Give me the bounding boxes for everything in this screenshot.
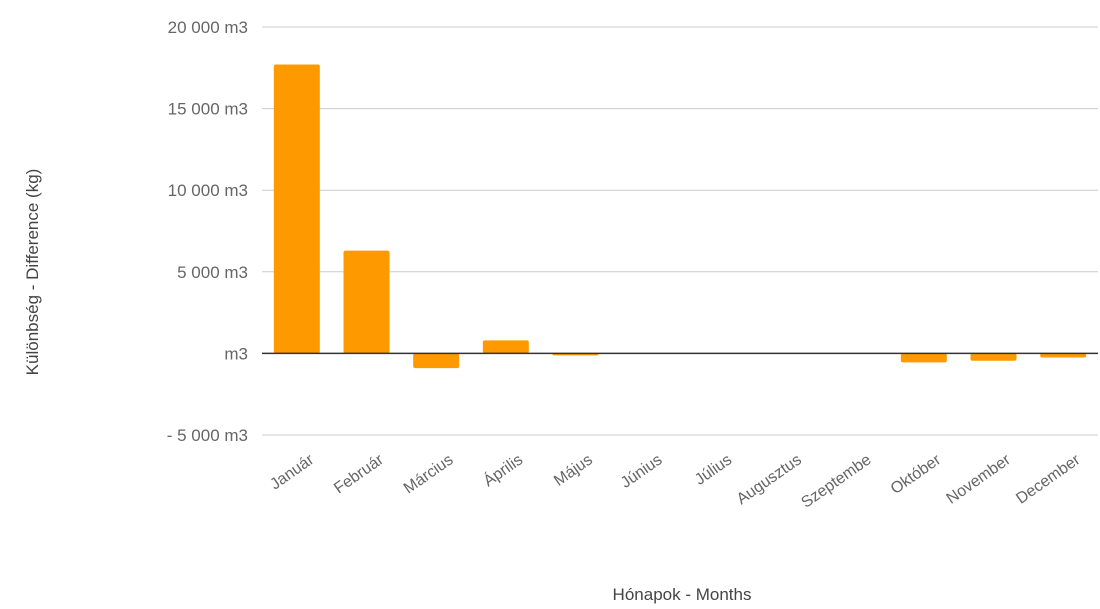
x-tick-label: Szeptembe	[798, 451, 874, 511]
bar-január	[273, 64, 320, 354]
x-tick-label: November	[944, 451, 1015, 508]
bar-november	[970, 353, 1017, 361]
x-tick-label: December	[1013, 451, 1084, 508]
y-tick-label: m3	[224, 344, 248, 363]
x-tick-label: Augusztus	[734, 451, 805, 508]
x-tick-label: Február	[331, 451, 387, 497]
y-tick-label: 20 000 m3	[168, 18, 248, 37]
bar-december	[1040, 353, 1087, 358]
x-tick-label: Január	[267, 451, 317, 493]
x-tick-label: Október	[888, 451, 945, 498]
x-tick-label: Május	[551, 451, 596, 489]
y-tick-labels: 20 000 m3 15 000 m3 10 000 m3 5 000 m3 m3 - 5…	[167, 18, 248, 445]
bar-október	[900, 353, 947, 363]
bar-március	[413, 353, 460, 369]
bar-február	[343, 250, 390, 354]
y-tick-label: - 5 000 m3	[167, 426, 248, 445]
y-axis-title: Különbség - Difference (kg)	[23, 169, 42, 376]
x-tick-label: Április	[480, 450, 527, 491]
y-tick-label: 15 000 m3	[168, 100, 248, 119]
y-tick-label: 5 000 m3	[177, 263, 248, 282]
x-axis-title: Hónapok - Months	[613, 585, 752, 604]
x-tick-labels: Január Február Március Április Május Június Jú…	[267, 450, 1084, 512]
bar-április	[482, 340, 529, 354]
y-tick-label: 10 000 m3	[168, 181, 248, 200]
x-tick-label: Június	[618, 451, 666, 491]
grid-lines	[262, 26, 1098, 436]
bars	[273, 64, 1087, 369]
x-tick-label: Március	[401, 451, 457, 497]
x-tick-label: Július	[692, 451, 735, 488]
